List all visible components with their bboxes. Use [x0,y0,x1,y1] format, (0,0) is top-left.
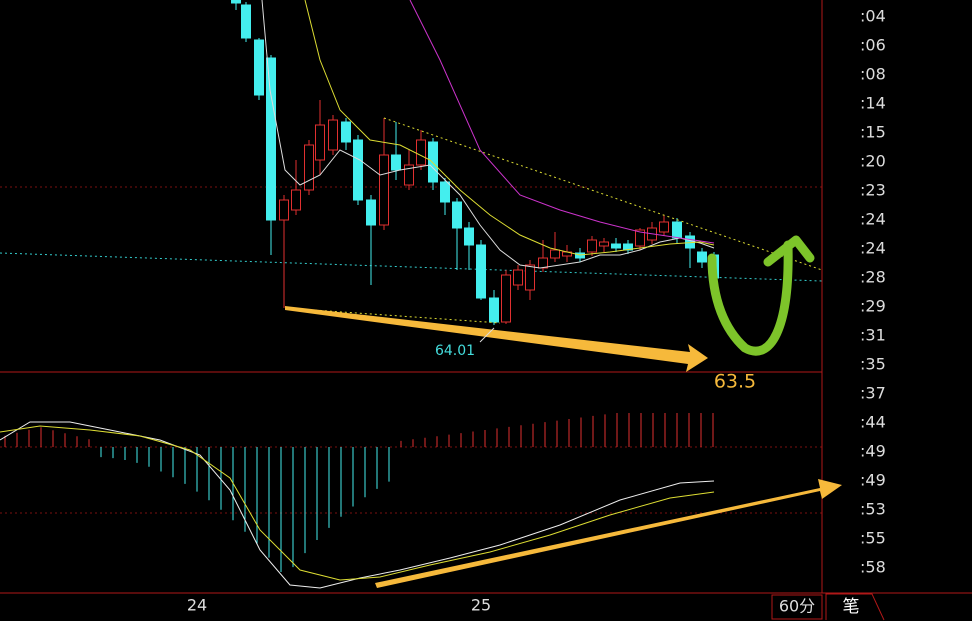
tick-time: :49 [860,442,886,461]
period-button[interactable] [771,594,823,620]
tick-time: :58 [860,558,886,577]
candle-body [404,164,414,186]
tick-time: :35 [860,355,886,374]
candle-body [315,124,325,161]
tick-time: :37 [860,384,886,403]
candle-body [328,119,338,151]
candle-body [391,154,401,171]
tick-time: :24 [860,210,886,229]
candle-body [291,189,301,211]
candle-body [241,4,251,39]
tick-time: :28 [860,268,886,287]
tick-time: :14 [860,94,886,113]
candle-body [416,139,426,166]
tick-time: :29 [860,297,886,316]
candle-body [304,144,314,191]
candle-body [525,264,535,291]
tick-time: :44 [860,413,886,432]
reference-line [0,252,823,282]
macd-dif [0,421,715,589]
tick-time: :04 [860,7,886,26]
macd-dea [0,425,715,581]
ma-line [409,0,715,244]
tick-times: :04 :06 :08 :14 :15 :20 :23 :24 :24 :28 :29 :31 :35:… [860,7,886,577]
candle-body [672,221,682,239]
tab-label[interactable]: 笔 [843,597,860,617]
candle-body [513,269,523,286]
candle-body [379,154,389,226]
candle-body [452,201,462,229]
candle-body [501,274,511,323]
ma-line [261,0,715,269]
low-label: 64.01 [435,343,475,359]
tick-time: :15 [860,123,886,142]
candle-body [254,39,264,96]
target-label: 63.5 [714,371,756,393]
trend-line [383,117,823,271]
tick-time: :08 [860,65,886,84]
candle-body [464,227,474,246]
hand-drawn-arrow [707,240,793,356]
candle-body [599,241,609,247]
x-axis-label: 24 [187,596,207,615]
tab[interactable] [825,593,885,621]
candle-body [279,199,289,221]
arrow [285,306,708,372]
candle-body [697,251,707,263]
candle-body [231,0,241,4]
tick-time: :31 [860,326,886,345]
candle-body [266,57,276,221]
tick-time: :24 [860,239,886,258]
x-axis-label: 25 [471,596,491,615]
candle-body [440,181,450,203]
tick-time: :06 [860,36,886,55]
candle-body [476,244,486,299]
candle-body [489,297,499,323]
candle-body [550,249,560,259]
tick-time: :53 [860,500,886,519]
candle-body [659,221,669,233]
candle-body [587,239,597,253]
hand-drawn-arrow-head [763,235,815,267]
candle-body [428,141,438,183]
candle-body [635,229,645,247]
candle-body [538,257,548,269]
tick-time: :55 [860,529,886,548]
arrow [375,479,842,588]
ma-line [304,0,715,256]
label-pointer [479,327,495,343]
candle-body [611,243,621,249]
candle-body [353,139,363,201]
candle-body [341,121,351,143]
candle-body [366,199,376,226]
period-label[interactable]: 60分 [779,597,815,616]
tick-time: :49 [860,471,886,490]
tick-time: :23 [860,181,886,200]
tick-time: :20 [860,152,886,171]
